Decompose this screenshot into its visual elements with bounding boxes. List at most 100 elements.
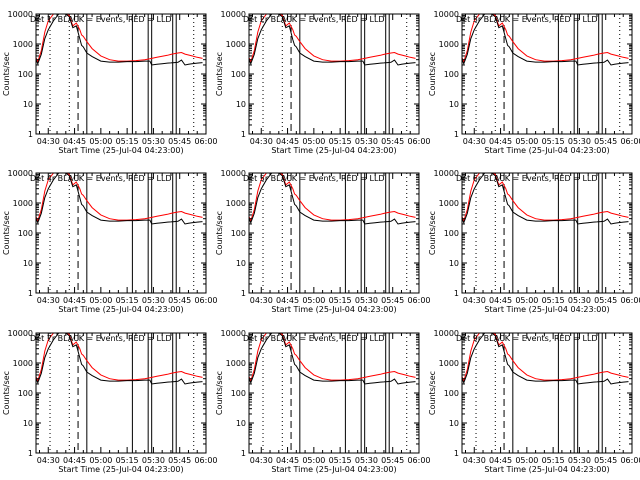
x-tick-label: 04:45	[276, 137, 299, 146]
y-tick-label: 1	[28, 449, 33, 458]
plot-frame	[35, 332, 207, 454]
y-tick-label: 100	[231, 389, 246, 398]
y-tick-label: 1000	[439, 359, 459, 368]
x-tick-label: 05:00	[515, 137, 538, 146]
series-events-line	[462, 14, 629, 66]
x-tick-label: 05:30	[355, 137, 378, 146]
x-tick-label: 05:45	[594, 456, 617, 465]
x-tick-label: 06:00	[194, 296, 217, 305]
y-tick-label: 1	[28, 289, 33, 298]
y-tick-label: 10	[449, 259, 459, 268]
panel-title: Det 7r BLACK = Events, RED = LLD	[30, 334, 172, 343]
y-tick-label: 100	[18, 70, 33, 79]
y-tick-label: 10	[23, 100, 33, 109]
x-tick-label: 05:15	[116, 137, 139, 146]
x-tick-label: 04:30	[37, 137, 60, 146]
y-tick-label: 10000	[434, 10, 459, 19]
x-tick-label: 05:45	[168, 456, 191, 465]
x-tick-label: 04:45	[489, 456, 512, 465]
series-events-line	[36, 333, 203, 385]
x-tick-label: 05:30	[142, 296, 165, 305]
x-tick-label: 05:30	[355, 456, 378, 465]
panel-7: 1 10 100 1000 10000 04:30 04:45 05:00 05:15 05:30…	[2, 329, 218, 474]
x-tick-label: 05:45	[168, 137, 191, 146]
x-axis-label: Start Time (25-Jul-04 04:23:00)	[484, 305, 609, 314]
x-tick-label: 04:45	[63, 296, 86, 305]
series-lld-line	[462, 173, 629, 222]
x-tick-label: 05:15	[116, 456, 139, 465]
series-lld-line	[36, 333, 203, 382]
panel-9: 1 10 100 1000 10000 04:30 04:45 05:00 05:15 05:30…	[428, 329, 640, 474]
y-tick-label: 100	[231, 229, 246, 238]
y-tick-label: 1	[241, 449, 246, 458]
series-lld-line	[249, 173, 416, 222]
x-axis-label: Start Time (25-Jul-04 04:23:00)	[58, 465, 183, 474]
x-tick-label: 05:45	[381, 137, 404, 146]
x-axis-label: Start Time (25-Jul-04 04:23:00)	[484, 465, 609, 474]
x-tick-label: 04:45	[276, 456, 299, 465]
x-tick-label: 05:00	[89, 296, 112, 305]
y-tick-label: 10	[236, 419, 246, 428]
y-tick-label: 100	[444, 70, 459, 79]
panel-title: Det 1r BLACK = Events, RED = LLD	[30, 15, 172, 24]
x-tick-label: 04:45	[63, 456, 86, 465]
x-tick-label: 05:00	[302, 296, 325, 305]
y-axis-label: Counts/sec	[215, 371, 224, 415]
panel-4: 1 10 100 1000 10000 04:30 04:45 05:00 05:15 05:30…	[2, 169, 218, 314]
x-tick-label: 05:45	[594, 296, 617, 305]
x-tick-label: 04:30	[37, 456, 60, 465]
panel-title: Det 3r BLACK = Events, RED = LLD	[456, 15, 598, 24]
series-lld-line	[462, 14, 629, 63]
y-tick-label: 10	[236, 259, 246, 268]
x-tick-label: 05:45	[168, 296, 191, 305]
x-tick-label: 05:30	[568, 137, 591, 146]
x-tick-label: 05:15	[329, 137, 352, 146]
y-axis-label: Counts/sec	[2, 211, 11, 255]
y-tick-label: 1000	[439, 40, 459, 49]
y-tick-label: 100	[444, 389, 459, 398]
panel-1: 1 10 100 1000 10000 04:30 04:45 05:00 05:15 05:30…	[2, 10, 218, 155]
x-tick-label: 06:00	[620, 137, 640, 146]
panel-2: 1 10 100 1000 10000 04:30 04:45 05:00 05:15 05:30…	[215, 10, 431, 155]
panel-title: Det 6r BLACK = Events, RED = LLD	[456, 174, 598, 183]
x-tick-label: 04:45	[489, 137, 512, 146]
y-tick-label: 100	[18, 389, 33, 398]
y-tick-label: 1000	[13, 199, 33, 208]
x-axis-label: Start Time (25-Jul-04 04:23:00)	[58, 146, 183, 155]
plot-frame	[461, 13, 633, 135]
y-tick-label: 10	[449, 100, 459, 109]
y-tick-label: 100	[231, 70, 246, 79]
series-lld-line	[249, 14, 416, 63]
x-tick-label: 05:45	[381, 296, 404, 305]
y-tick-label: 1	[454, 449, 459, 458]
panel-5: 1 10 100 1000 10000 04:30 04:45 05:00 05:15 05:30…	[215, 169, 431, 314]
x-tick-label: 05:45	[594, 137, 617, 146]
y-axis-label: Counts/sec	[428, 211, 437, 255]
y-tick-label: 10000	[221, 10, 246, 19]
x-tick-label: 05:15	[116, 296, 139, 305]
x-tick-label: 04:30	[463, 137, 486, 146]
x-tick-label: 04:30	[250, 137, 273, 146]
x-tick-label: 04:30	[250, 456, 273, 465]
x-tick-label: 06:00	[194, 456, 217, 465]
x-tick-label: 05:00	[515, 296, 538, 305]
y-axis-label: Counts/sec	[215, 211, 224, 255]
series-events-line	[36, 14, 203, 66]
x-tick-label: 05:30	[142, 137, 165, 146]
y-tick-label: 10000	[221, 329, 246, 338]
x-tick-label: 05:00	[89, 456, 112, 465]
series-lld-line	[249, 333, 416, 382]
x-axis-label: Start Time (25-Jul-04 04:23:00)	[271, 146, 396, 155]
plot-frame	[248, 172, 420, 294]
x-tick-label: 04:45	[276, 296, 299, 305]
y-tick-label: 10000	[434, 169, 459, 178]
plot-frame	[461, 332, 633, 454]
y-tick-label: 1000	[439, 199, 459, 208]
x-tick-label: 05:30	[568, 456, 591, 465]
series-lld-line	[462, 333, 629, 382]
x-tick-label: 05:30	[355, 296, 378, 305]
plot-frame	[248, 332, 420, 454]
x-tick-label: 06:00	[407, 296, 430, 305]
series-events-line	[462, 173, 629, 225]
